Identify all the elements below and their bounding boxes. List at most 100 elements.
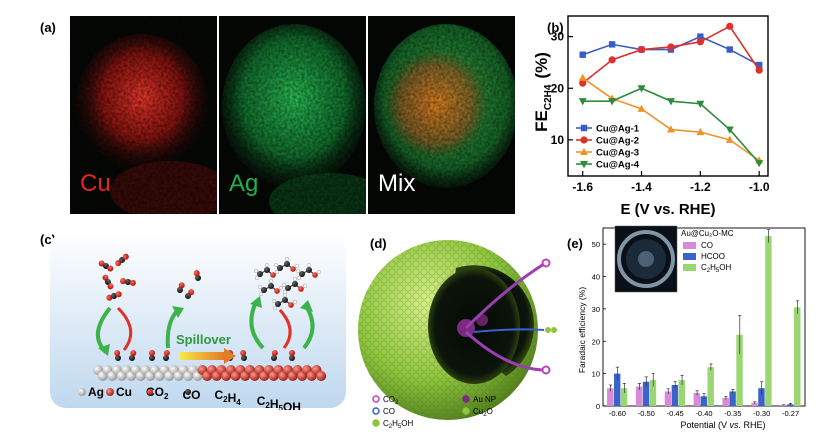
legend-swatch [683, 253, 696, 260]
y-axis-label-sub: C2H4 [543, 84, 554, 110]
legend-label: Cu2O [473, 407, 493, 418]
legend-label: Cu@Ag-1 [596, 124, 640, 135]
panel-label-d: (d) [370, 236, 387, 251]
h-atom [253, 268, 259, 274]
data-point [578, 73, 587, 81]
c-atom [125, 279, 131, 285]
sphere-legend: CO2 Au NP CO Cu2O C2H5OH [372, 395, 496, 430]
spillover-schematic: Spillover Ag Cu CO2 CO C2H4 C2H5OH [50, 232, 346, 410]
o-atom [115, 291, 122, 298]
legend-label: Cu@Ag-2 [596, 136, 639, 147]
o-atom [298, 286, 304, 292]
legend-species: CO [146, 385, 164, 399]
ethanol-molecule [281, 276, 308, 295]
c-atom [289, 355, 295, 361]
eds-map-mix: Mix [368, 16, 515, 214]
legend-entry: Cu@Ag-4 [576, 160, 640, 171]
bar-co [635, 386, 643, 406]
co2-outflow-arrow-icon [464, 330, 543, 372]
bar-co [693, 393, 701, 406]
co-molecule [114, 350, 121, 361]
adsorption-arrowhead-icon [98, 344, 110, 356]
bar-hcoo [758, 388, 765, 406]
legend-label: HCOO [701, 252, 725, 261]
panel-label-b: (b) [547, 20, 564, 35]
c-atom [268, 283, 274, 289]
data-point [637, 104, 646, 112]
o-atom [178, 282, 185, 289]
legend-label: Cu@Ag-3 [596, 148, 639, 159]
legend-label: CO2 [383, 395, 399, 406]
legend-marker [580, 124, 588, 132]
o-atom [270, 272, 276, 278]
o-atom [240, 350, 247, 357]
tem-shell-ring [617, 230, 675, 288]
c-atom [163, 355, 169, 361]
panel-label-e: (e) [567, 236, 583, 251]
co-molecule [163, 350, 170, 361]
legend-entry: Cu@Ag-3 [576, 148, 639, 159]
o-atom [120, 278, 127, 285]
x-axis-label-pre: Potential (V [680, 420, 729, 430]
data-point [755, 66, 763, 74]
c-atom [277, 265, 283, 271]
o-atom [312, 272, 318, 278]
co2-molecule [98, 260, 114, 272]
bar-c2h5oh [620, 388, 628, 406]
tem-inset [614, 225, 678, 293]
h-atom [268, 278, 274, 284]
series-cu-ag-2 [579, 22, 763, 87]
data-point [637, 85, 646, 93]
h-atom [292, 299, 298, 305]
h-atom [296, 275, 302, 281]
data-point [696, 100, 705, 108]
legend-subscript: 2 [223, 395, 228, 404]
data-point [608, 41, 616, 48]
panel-label-a: (a) [40, 20, 56, 35]
x-tick-label: -1.6 [572, 180, 593, 194]
map-label-cu: Cu [80, 170, 111, 197]
c-atom [261, 287, 267, 293]
h-atom [302, 283, 308, 289]
legend-label: CO [383, 407, 395, 416]
h-atom [292, 276, 298, 282]
legend-subscript: 4 [236, 398, 241, 407]
x-tick-label: -1.4 [631, 180, 652, 194]
c-atom [115, 355, 121, 361]
c-atom [177, 287, 183, 293]
spillover-arrowhead-icon [224, 348, 236, 364]
bar-c2h5oh [794, 307, 801, 406]
data-point [755, 61, 763, 69]
bar-c2h5oh [765, 236, 772, 406]
y-tick-label: 30 [592, 305, 600, 314]
series-line [582, 25, 760, 84]
ethanol-molecule [257, 278, 284, 297]
co-path-icon [473, 328, 545, 333]
h-atom [281, 282, 287, 288]
c2-arrowhead-icon [250, 296, 262, 308]
bar-co [751, 402, 758, 406]
spillover-arrow-icon [180, 352, 224, 360]
legend-species: H [228, 391, 237, 405]
c-atom [285, 285, 291, 291]
o-atom [122, 253, 129, 260]
c-atom [292, 281, 298, 287]
bar-co [664, 391, 672, 406]
data-point [725, 126, 734, 134]
legend-marker [580, 161, 588, 169]
y-axis-label: FEC2H4 (%) [532, 52, 554, 132]
data-point [637, 45, 646, 54]
co2-molecule [102, 274, 114, 290]
faradaic-efficiency-bar-chart: 0 10 20 30 40 50 -0.60 -0.50 -0.45 -0.40 -0.35 -0.3… [577, 225, 806, 430]
x-tick-label: -1.0 [749, 180, 770, 194]
data-point [755, 160, 764, 168]
bar-hcoo [642, 381, 650, 406]
map-label-ag: Ag [229, 170, 259, 197]
data-point [579, 79, 587, 87]
data-point [696, 38, 704, 46]
c-atom [299, 271, 305, 277]
c2-arrowhead-right-icon [300, 300, 313, 312]
data-point [666, 125, 675, 133]
y-tick-label: 10 [592, 370, 600, 379]
